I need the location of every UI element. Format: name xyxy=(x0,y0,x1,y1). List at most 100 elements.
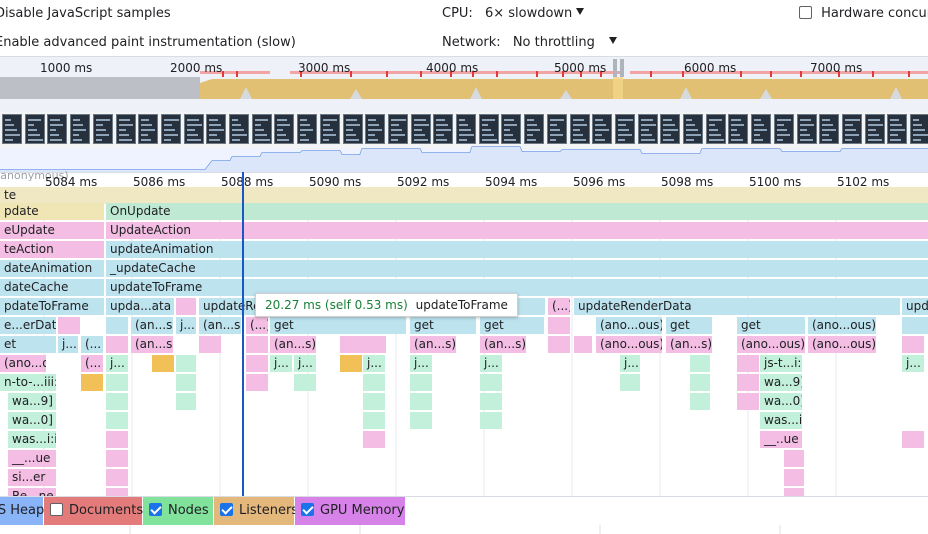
flame-block[interactable] xyxy=(480,393,502,410)
filmstrip-frame[interactable] xyxy=(319,114,340,144)
filmstrip-frame[interactable] xyxy=(24,114,45,144)
flame-block[interactable]: j... xyxy=(410,355,432,372)
flame-block[interactable]: js-t...i:i xyxy=(760,355,802,372)
flame-block[interactable]: dateAnimation xyxy=(0,260,104,277)
flame-block[interactable]: (ano...ous) xyxy=(596,317,662,334)
flame-block[interactable]: si...er xyxy=(8,469,56,486)
legend-js-heap[interactable]: JS Heap xyxy=(0,497,44,525)
flame-block[interactable]: n-to-...iii:i xyxy=(0,374,56,391)
flame-block[interactable]: j... xyxy=(176,317,196,334)
flame-block[interactable] xyxy=(363,393,385,410)
filmstrip-frame[interactable] xyxy=(410,114,431,144)
flame-block[interactable] xyxy=(410,393,432,410)
flame-block[interactable]: j... xyxy=(294,355,316,372)
flame-block[interactable]: (ano...ous) xyxy=(737,336,805,353)
flame-block[interactable] xyxy=(574,336,592,353)
filmstrip-frame[interactable] xyxy=(2,114,22,144)
filmstrip-frame[interactable] xyxy=(819,114,840,144)
flame-block[interactable] xyxy=(690,374,710,391)
hardware-concurrency-option[interactable]: Hardware concurrency xyxy=(799,6,928,21)
filmstrip-frame[interactable] xyxy=(524,114,545,144)
flame-block[interactable]: (ano...ous) xyxy=(808,336,876,353)
flame-block[interactable] xyxy=(58,317,80,334)
filmstrip-frame[interactable] xyxy=(705,114,726,144)
filmstrip-frame[interactable] xyxy=(614,114,635,144)
flame-block[interactable] xyxy=(363,412,385,429)
flame-block[interactable] xyxy=(737,393,759,410)
filmstrip-frame[interactable] xyxy=(841,114,862,144)
flame-block[interactable]: teAction xyxy=(0,241,104,258)
flame-chart[interactable]: te pdate eUpdate teAction dateAnimation … xyxy=(0,172,928,505)
filmstrip-frame[interactable] xyxy=(546,114,567,144)
filmstrip-frame[interactable] xyxy=(728,114,749,144)
gpu-memory-checkbox[interactable] xyxy=(301,503,314,516)
flame-block[interactable]: j... xyxy=(58,336,78,353)
flame-block[interactable]: (... xyxy=(81,355,103,372)
flame-block[interactable] xyxy=(246,374,268,391)
flame-block[interactable]: j... xyxy=(620,355,640,372)
filmstrip-frame[interactable] xyxy=(660,114,681,144)
filmstrip-frame[interactable] xyxy=(138,114,159,144)
filmstrip-frame[interactable] xyxy=(592,114,613,144)
flame-block[interactable]: get xyxy=(737,317,805,334)
flame-block[interactable]: get xyxy=(270,317,406,334)
listeners-checkbox[interactable] xyxy=(220,503,233,516)
flame-block[interactable]: was...i xyxy=(760,412,802,429)
filmstrip-frame[interactable] xyxy=(160,114,181,144)
flame-block[interactable] xyxy=(176,374,196,391)
flame-block[interactable] xyxy=(902,317,928,334)
legend-documents[interactable]: Documents xyxy=(44,497,143,525)
filmstrip-frame[interactable] xyxy=(796,114,817,144)
flame-block[interactable]: updateRenderData xyxy=(574,298,900,315)
legend-nodes[interactable]: Nodes xyxy=(143,497,213,525)
filmstrip-frame[interactable] xyxy=(637,114,658,144)
flame-block[interactable] xyxy=(902,336,924,353)
network-select[interactable]: No throttling xyxy=(513,35,617,50)
filmstrip-frame[interactable] xyxy=(115,114,136,144)
filmstrip-frame[interactable] xyxy=(773,114,794,144)
filmstrip-frame[interactable] xyxy=(910,114,928,144)
flame-block[interactable]: updateToFrame xyxy=(106,279,928,296)
flame-block[interactable] xyxy=(548,336,570,353)
flame-block[interactable]: j... xyxy=(363,355,385,372)
flame-block[interactable] xyxy=(690,355,710,372)
flame-block[interactable]: e...erData xyxy=(0,317,56,334)
flame-block[interactable]: __..ue xyxy=(760,431,802,448)
flame-block[interactable] xyxy=(106,431,128,448)
legend-listeners[interactable]: Listeners xyxy=(214,497,298,525)
filmstrip-frame[interactable] xyxy=(456,114,476,144)
filmstrip-frame[interactable] xyxy=(297,114,318,144)
flame-block[interactable]: UpdateAction xyxy=(106,222,928,239)
flame-block[interactable]: j... xyxy=(270,355,292,372)
flame-block[interactable]: was...i:i xyxy=(8,431,56,448)
flame-block[interactable]: OnUpdate xyxy=(106,203,928,220)
disable-js-samples-option[interactable]: Disable JavaScript samples xyxy=(0,6,171,21)
filmstrip-frame[interactable] xyxy=(342,114,363,144)
filmstrip-frame[interactable] xyxy=(569,114,590,144)
flame-block[interactable] xyxy=(81,374,103,391)
flame-block[interactable]: (ano...ous) xyxy=(0,355,46,372)
flame-block[interactable] xyxy=(410,374,432,391)
flame-block[interactable]: dateCache xyxy=(0,279,104,296)
flame-block[interactable]: (an...s) xyxy=(199,317,241,334)
flame-block[interactable] xyxy=(737,374,759,391)
flame-block[interactable]: (an...s) xyxy=(666,336,712,353)
filmstrip-frame[interactable] xyxy=(683,114,703,144)
legend-gpu-memory[interactable]: GPU Memory xyxy=(295,497,405,525)
flame-block[interactable] xyxy=(106,450,128,467)
flame-block[interactable] xyxy=(246,336,268,353)
flame-block[interactable] xyxy=(106,469,128,486)
flame-block[interactable] xyxy=(737,355,759,372)
flame-block[interactable] xyxy=(784,450,804,467)
flame-block[interactable] xyxy=(620,374,640,391)
flame-block[interactable]: (...) xyxy=(548,298,570,315)
filmstrip-frame[interactable] xyxy=(47,114,68,144)
flame-block[interactable] xyxy=(199,336,221,353)
flame-block[interactable]: __...ue xyxy=(8,450,56,467)
flame-block[interactable]: (an...s) xyxy=(480,336,526,353)
flame-block[interactable] xyxy=(340,355,362,372)
flame-block[interactable]: (an...s) xyxy=(131,336,173,353)
flame-block[interactable] xyxy=(548,317,570,334)
filmstrip-frame[interactable] xyxy=(751,114,772,144)
filmstrip-frame[interactable] xyxy=(365,114,386,144)
